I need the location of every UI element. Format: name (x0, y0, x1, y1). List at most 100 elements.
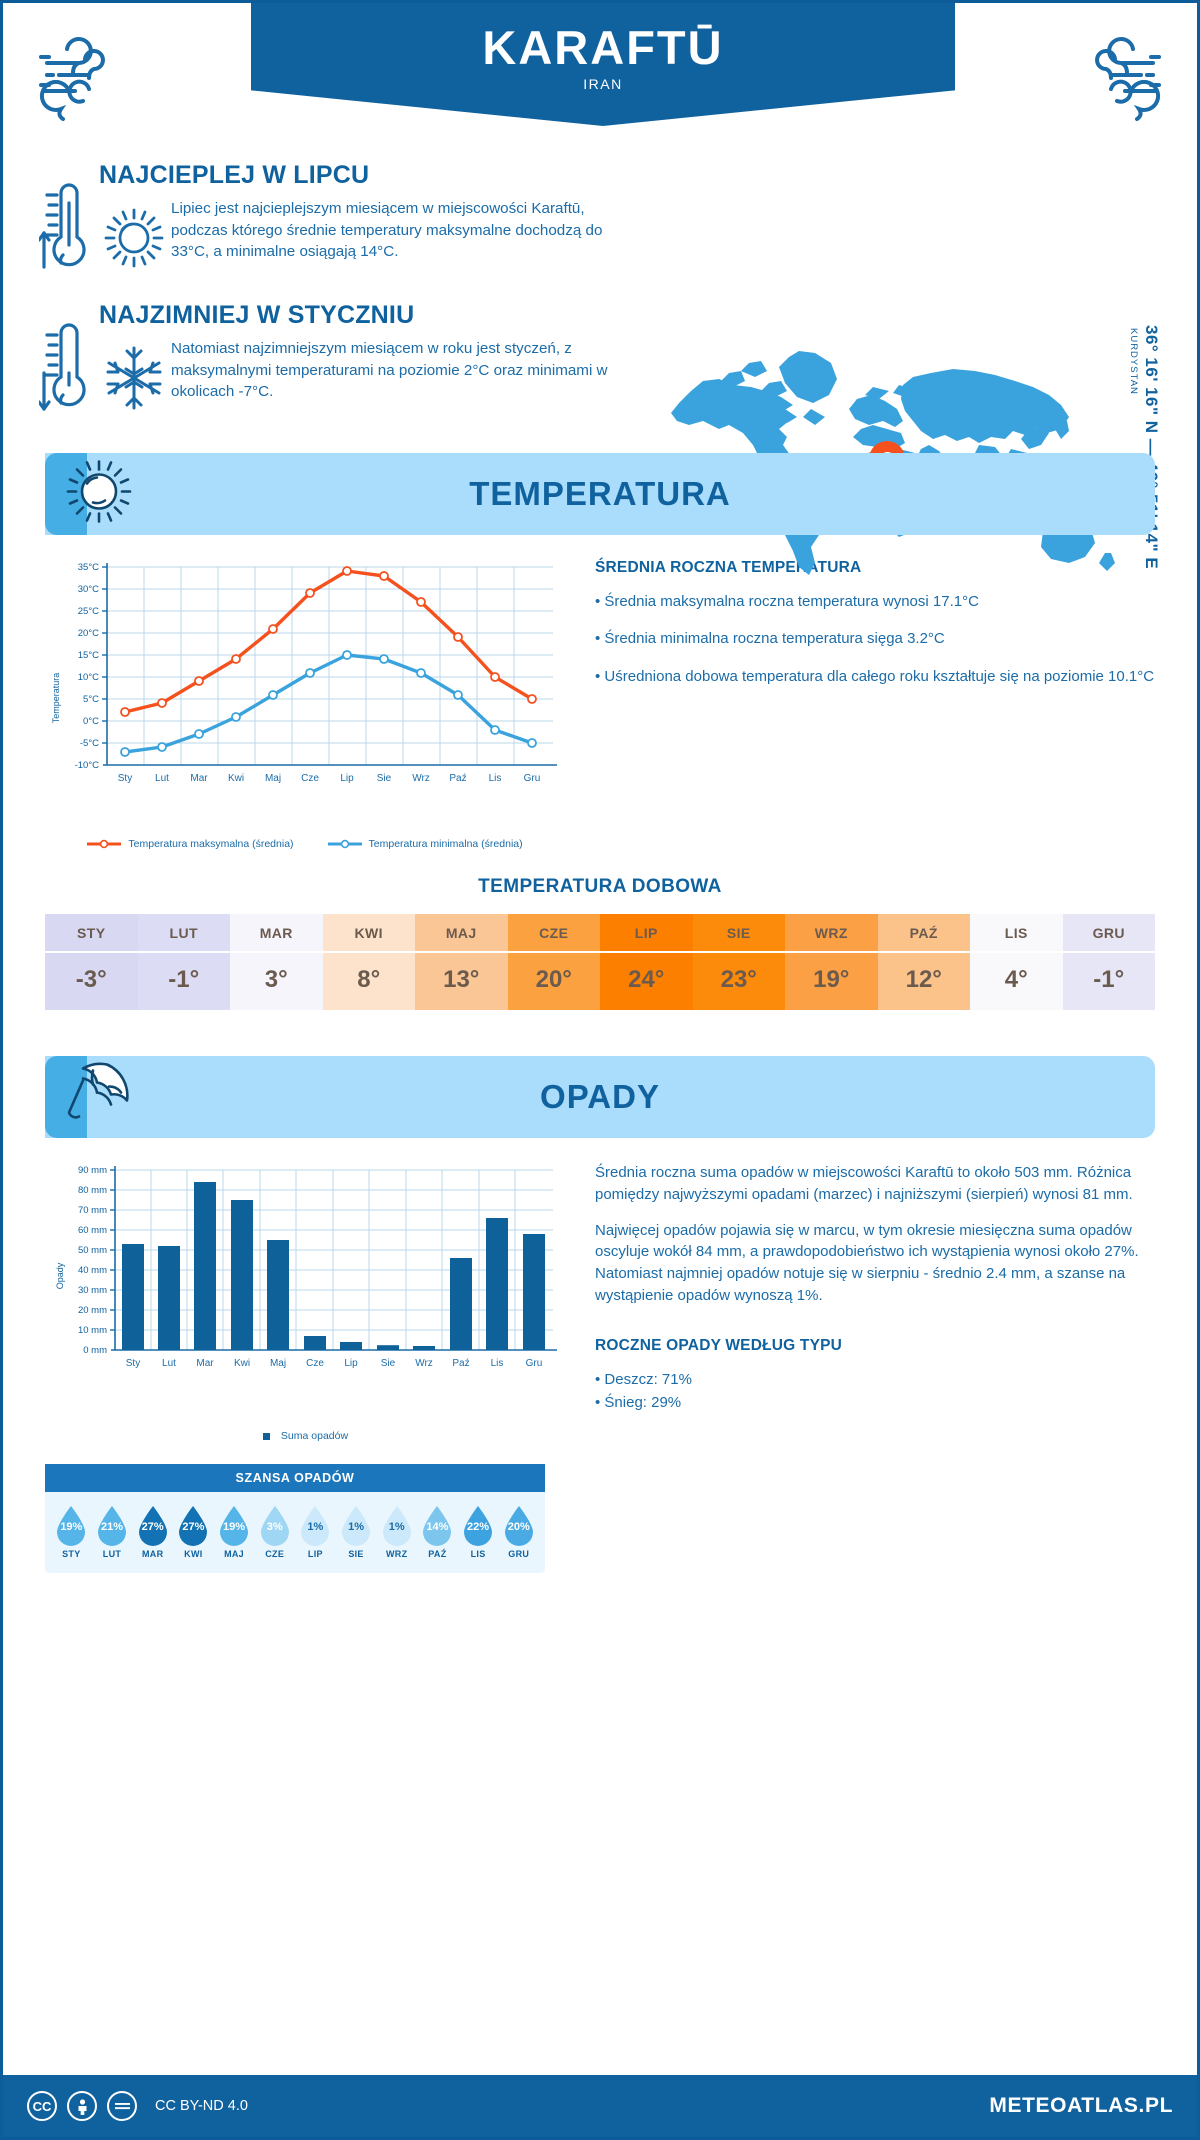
coldest-month-heading: NAJZIMNIEJ W STYCZNIU (99, 301, 415, 329)
legend-item-min: Temperatura minimalna (średnia) (327, 838, 523, 850)
umbrella-icon (63, 1057, 135, 1138)
svg-text:Opady: Opady (55, 1262, 65, 1289)
month-label: CZE (507, 914, 600, 951)
svg-text:15°C: 15°C (78, 650, 99, 661)
warmest-month-text: Lipiec jest najcieplejszym miesiącem w m… (171, 200, 603, 261)
svg-text:Lut: Lut (162, 1358, 176, 1369)
month-label: GRU (1062, 914, 1155, 951)
daily-col-paz: PAŹ 12° (877, 914, 970, 1010)
precipitation-legend: Suma opadów (45, 1430, 565, 1442)
svg-text:90 mm: 90 mm (78, 1165, 107, 1176)
temp-value: -1° (1062, 951, 1155, 1010)
chance-value: 20% (507, 1521, 530, 1533)
daily-col-wrz: WRZ 19° (785, 914, 878, 1010)
wind-icon-left (27, 19, 137, 134)
chance-value: 27% (141, 1521, 164, 1533)
footer: CC CC BY-ND 4.0 METEOATLAS.PL (3, 2075, 1197, 2137)
cc-icon: CC (27, 2091, 57, 2121)
legend-item-max: Temperatura maksymalna (średnia) (87, 838, 294, 850)
month-label: MAJ (415, 914, 508, 951)
chance-cell-paz: 14% PAŹ (417, 1504, 458, 1559)
warmest-month-block: NAJCIEPLEJ W LIPCU (37, 161, 619, 291)
temp-value: -3° (45, 951, 138, 1010)
temp-value: 19° (785, 951, 878, 1010)
svg-text:5°C: 5°C (83, 694, 99, 705)
annual-min-bullet: • Średnia minimalna roczna temperatura s… (595, 630, 945, 648)
banner-tab (45, 1056, 87, 1138)
chance-month: CZE (265, 1549, 285, 1559)
svg-text:20°C: 20°C (78, 628, 99, 639)
month-label: WRZ (785, 914, 878, 951)
month-label: MAR (230, 914, 323, 951)
world-map: KURDYSTAN 36° 16' 16" N — 46° 51' 14" E (633, 325, 1173, 575)
daily-col-sty: STY -3° (45, 914, 138, 1010)
daily-col-gru: GRU -1° (1062, 914, 1155, 1010)
chance-month: LIP (307, 1549, 323, 1559)
chance-month: MAJ (224, 1549, 244, 1559)
legend-label-precip: Suma opadów (280, 1430, 349, 1442)
chance-month: STY (62, 1549, 81, 1559)
chance-value: 22% (467, 1521, 490, 1533)
temp-value: 8° (322, 951, 415, 1010)
svg-text:0 mm: 0 mm (83, 1345, 107, 1356)
chance-value: 3% (266, 1521, 283, 1533)
daily-col-cze: CZE 20° (507, 914, 600, 1010)
chance-cell-sie: 1% SIE (336, 1504, 377, 1559)
chance-cell-mar: 27% MAR (132, 1504, 173, 1559)
chance-cell-lut: 21% LUT (92, 1504, 133, 1559)
svg-text:Kwi: Kwi (234, 1358, 250, 1369)
precipitation-type-snow: • Śnieg: 29% (595, 1394, 682, 1412)
water-drop-icon: 21% (95, 1504, 129, 1546)
water-drop-icon: 1% (298, 1504, 332, 1546)
precipitation-chance-box: SZANSA OPADÓW 19% STY 21% LUT 27% (45, 1464, 545, 1573)
month-label: KWI (322, 914, 415, 951)
temperature-section-title: TEMPERATURA (469, 475, 731, 512)
brand-label: METEOATLAS.PL (989, 2094, 1173, 2117)
temperature-chart-svg: Temperatura (51, 562, 557, 784)
water-drop-icon: 27% (176, 1504, 210, 1546)
page-title: KARAFTŪ (482, 21, 724, 74)
svg-text:Sty: Sty (126, 1358, 140, 1369)
svg-text:-5°C: -5°C (80, 738, 99, 749)
daily-col-mar: MAR 3° (230, 914, 323, 1010)
chance-cell-lis: 22% LIS (458, 1504, 499, 1559)
month-label: LUT (137, 914, 230, 951)
legend-marker-min (327, 839, 362, 849)
precipitation-paragraph-2: Najwięcej opadów pojawia się w marcu, w … (595, 1221, 1139, 1304)
svg-text:Kwi: Kwi (228, 773, 244, 784)
title-banner: KARAFTŪ IRAN (251, 3, 955, 126)
precipitation-chart-svg: Opady (55, 1165, 557, 1369)
precipitation-chart: Opady (45, 1156, 565, 1442)
wind-icon-right (1063, 19, 1173, 134)
svg-text:30°C: 30°C (78, 584, 99, 595)
chance-month: MAR (141, 1549, 164, 1559)
precipitation-summary: Średnia roczna suma opadów w miejscowośc… (565, 1156, 1155, 1442)
chance-value: 1% (348, 1521, 364, 1533)
svg-text:Lip: Lip (344, 1358, 358, 1369)
svg-text:Temperatura: Temperatura (51, 673, 61, 724)
chance-month: KWI (184, 1549, 203, 1559)
daily-temperature-title: TEMPERATURA DOBOWA (478, 876, 722, 897)
precipitation-types-heading: ROCZNE OPADY WEDŁUG TYPU (595, 1336, 843, 1354)
water-drop-icon: 20% (502, 1504, 536, 1546)
warmest-month-heading: NAJCIEPLEJ W LIPCU (99, 161, 370, 189)
chance-cell-sty: 19% STY (51, 1504, 92, 1559)
temperature-legend: Temperatura maksymalna (średnia) Tempera… (45, 838, 565, 850)
svg-text:Lut: Lut (155, 773, 169, 784)
chance-value: 27% (182, 1521, 205, 1533)
svg-text:0°C: 0°C (83, 716, 99, 727)
chance-cell-kwi: 27% KWI (173, 1504, 214, 1559)
chance-value: 1% (388, 1521, 405, 1533)
water-drop-icon: 19% (54, 1504, 88, 1546)
thermometer-down-icon (37, 301, 99, 434)
precipitation-chart-row: Opady (3, 1138, 1197, 1442)
header: KARAFTŪ IRAN (3, 3, 1197, 153)
precipitation-chance-title: SZANSA OPADÓW (45, 1464, 545, 1492)
precipitation-type-rain: • Deszcz: 71% (595, 1370, 692, 1388)
legend-label-max: Temperatura maksymalna (średnia) (128, 838, 294, 850)
svg-text:70 mm: 70 mm (78, 1205, 107, 1216)
chance-cell-lip: 1% LIP (295, 1504, 336, 1559)
svg-text:-10°C: -10°C (75, 760, 100, 771)
chance-month: LIS (470, 1549, 486, 1559)
svg-text:35°C: 35°C (78, 562, 99, 573)
